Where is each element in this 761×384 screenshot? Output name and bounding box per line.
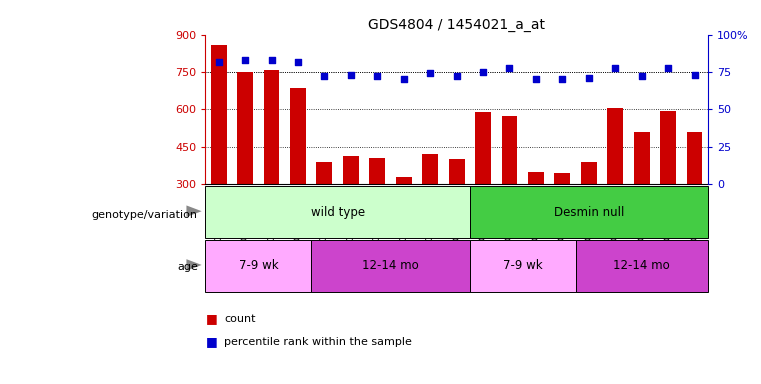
Bar bbox=[422, 154, 438, 184]
Text: percentile rank within the sample: percentile rank within the sample bbox=[224, 337, 412, 347]
Bar bbox=[449, 159, 464, 184]
Point bbox=[292, 58, 304, 65]
Bar bbox=[317, 162, 333, 184]
Text: 12-14 mo: 12-14 mo bbox=[613, 260, 670, 272]
Text: ■: ■ bbox=[205, 335, 217, 348]
Title: GDS4804 / 1454021_a_at: GDS4804 / 1454021_a_at bbox=[368, 18, 545, 32]
Point bbox=[635, 73, 648, 79]
Point bbox=[609, 65, 621, 71]
Bar bbox=[501, 116, 517, 184]
Polygon shape bbox=[186, 259, 202, 271]
Bar bbox=[290, 88, 306, 184]
Point bbox=[556, 76, 568, 83]
Text: count: count bbox=[224, 314, 256, 324]
Point bbox=[318, 73, 330, 79]
Bar bbox=[369, 158, 385, 184]
Text: Desmin null: Desmin null bbox=[553, 206, 624, 218]
Bar bbox=[343, 156, 358, 184]
Text: genotype/variation: genotype/variation bbox=[92, 210, 198, 220]
Bar bbox=[263, 70, 279, 184]
Bar bbox=[660, 111, 676, 184]
Point bbox=[583, 75, 595, 81]
Bar bbox=[555, 173, 570, 184]
Text: ■: ■ bbox=[205, 312, 217, 325]
Bar bbox=[607, 108, 623, 184]
Text: 7-9 wk: 7-9 wk bbox=[503, 260, 543, 272]
Bar bbox=[470, 240, 575, 292]
Bar bbox=[211, 45, 227, 184]
Bar bbox=[237, 72, 253, 184]
Point bbox=[239, 57, 251, 63]
Bar bbox=[581, 162, 597, 184]
Polygon shape bbox=[186, 205, 202, 217]
Bar bbox=[470, 186, 708, 238]
Point bbox=[345, 72, 357, 78]
Bar bbox=[528, 172, 544, 184]
Point bbox=[398, 76, 410, 83]
Point bbox=[662, 65, 674, 71]
Point bbox=[530, 76, 542, 83]
Bar bbox=[686, 132, 702, 184]
Bar bbox=[634, 132, 650, 184]
Text: 7-9 wk: 7-9 wk bbox=[238, 260, 279, 272]
Text: wild type: wild type bbox=[310, 206, 365, 218]
Point bbox=[212, 58, 224, 65]
Point bbox=[424, 70, 436, 76]
Point bbox=[371, 73, 384, 79]
Point bbox=[451, 73, 463, 79]
Text: age: age bbox=[177, 262, 198, 272]
Bar bbox=[475, 112, 491, 184]
Bar bbox=[205, 240, 311, 292]
Point bbox=[266, 57, 278, 63]
Point bbox=[477, 69, 489, 75]
Point bbox=[503, 65, 515, 71]
Text: 12-14 mo: 12-14 mo bbox=[362, 260, 419, 272]
Bar bbox=[205, 186, 470, 238]
Bar bbox=[396, 177, 412, 184]
Bar bbox=[575, 240, 708, 292]
Point bbox=[689, 72, 701, 78]
Bar bbox=[311, 240, 470, 292]
